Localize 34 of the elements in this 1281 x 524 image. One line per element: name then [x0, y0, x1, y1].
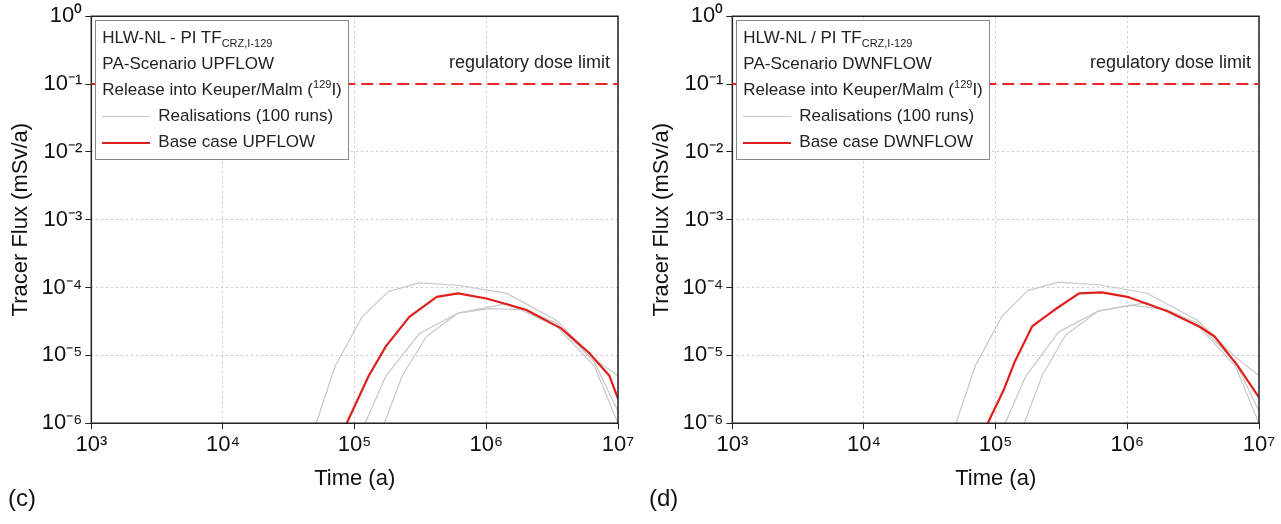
x-tick-label: 10⁶ — [1110, 431, 1145, 457]
text: (c) — [8, 484, 36, 512]
y-tick-label: 10⁻³ — [43, 205, 83, 231]
legend-label: Base case DWNFLOW — [798, 131, 975, 154]
y-tick-label: 10⁻² — [43, 137, 83, 163]
y-tick-label: 10⁻⁵ — [41, 341, 83, 367]
x-axis-title: Time (a) — [314, 464, 396, 490]
y-tick-label: 10⁻¹ — [684, 70, 724, 96]
ref-line-label: regulatory dose limit — [448, 52, 610, 72]
x-tick-label: 10⁴ — [206, 431, 240, 457]
y-tick-label: 10⁻¹ — [43, 70, 83, 96]
x-tick-label: 10⁵ — [337, 431, 372, 457]
legend-label: Base case UPFLOW — [157, 131, 317, 154]
x-tick-label: 10⁷ — [1242, 431, 1276, 457]
y-tick-label: 10⁰ — [49, 2, 83, 28]
y-tick-label: 10⁰ — [690, 2, 724, 28]
y-tick-label: 10⁻³ — [684, 205, 724, 231]
text: (d) — [649, 484, 679, 512]
y-axis-title: Tracer Flux (mSv/a) — [648, 122, 674, 317]
legend-label: Realisations (100 runs) — [157, 105, 335, 128]
legend-title: HLW-NL - PI TF$_{CRZ,I-129}$ PA-Scenario UPFLOW Release into Keuper/Malm ($^{129}$I) — [102, 27, 342, 102]
y-tick-label: 10⁻² — [684, 137, 724, 163]
x-axis-title: Time (a) — [955, 464, 1037, 490]
y-tick-label: 10⁻⁴ — [41, 273, 83, 299]
x-tick-label: 10⁶ — [469, 431, 504, 457]
legend-label: Realisations (100 runs) — [798, 105, 976, 128]
y-tick-label: 10⁻⁴ — [682, 273, 724, 299]
x-tick-label: 10⁴ — [847, 431, 881, 457]
legend-title: HLW-NL / PI TF$_{CRZ,I-129}$ PA-Scenario DWNFLOW Release into Keuper/Malm ($^{129}$I) — [743, 27, 983, 102]
x-tick-label: 10⁷ — [601, 431, 635, 457]
ref-line-label: regulatory dose limit — [1089, 52, 1251, 72]
y-axis-title: Tracer Flux (mSv/a) — [7, 122, 33, 317]
y-tick-label: 10⁻⁵ — [682, 341, 724, 367]
x-tick-label: 10⁵ — [978, 431, 1013, 457]
